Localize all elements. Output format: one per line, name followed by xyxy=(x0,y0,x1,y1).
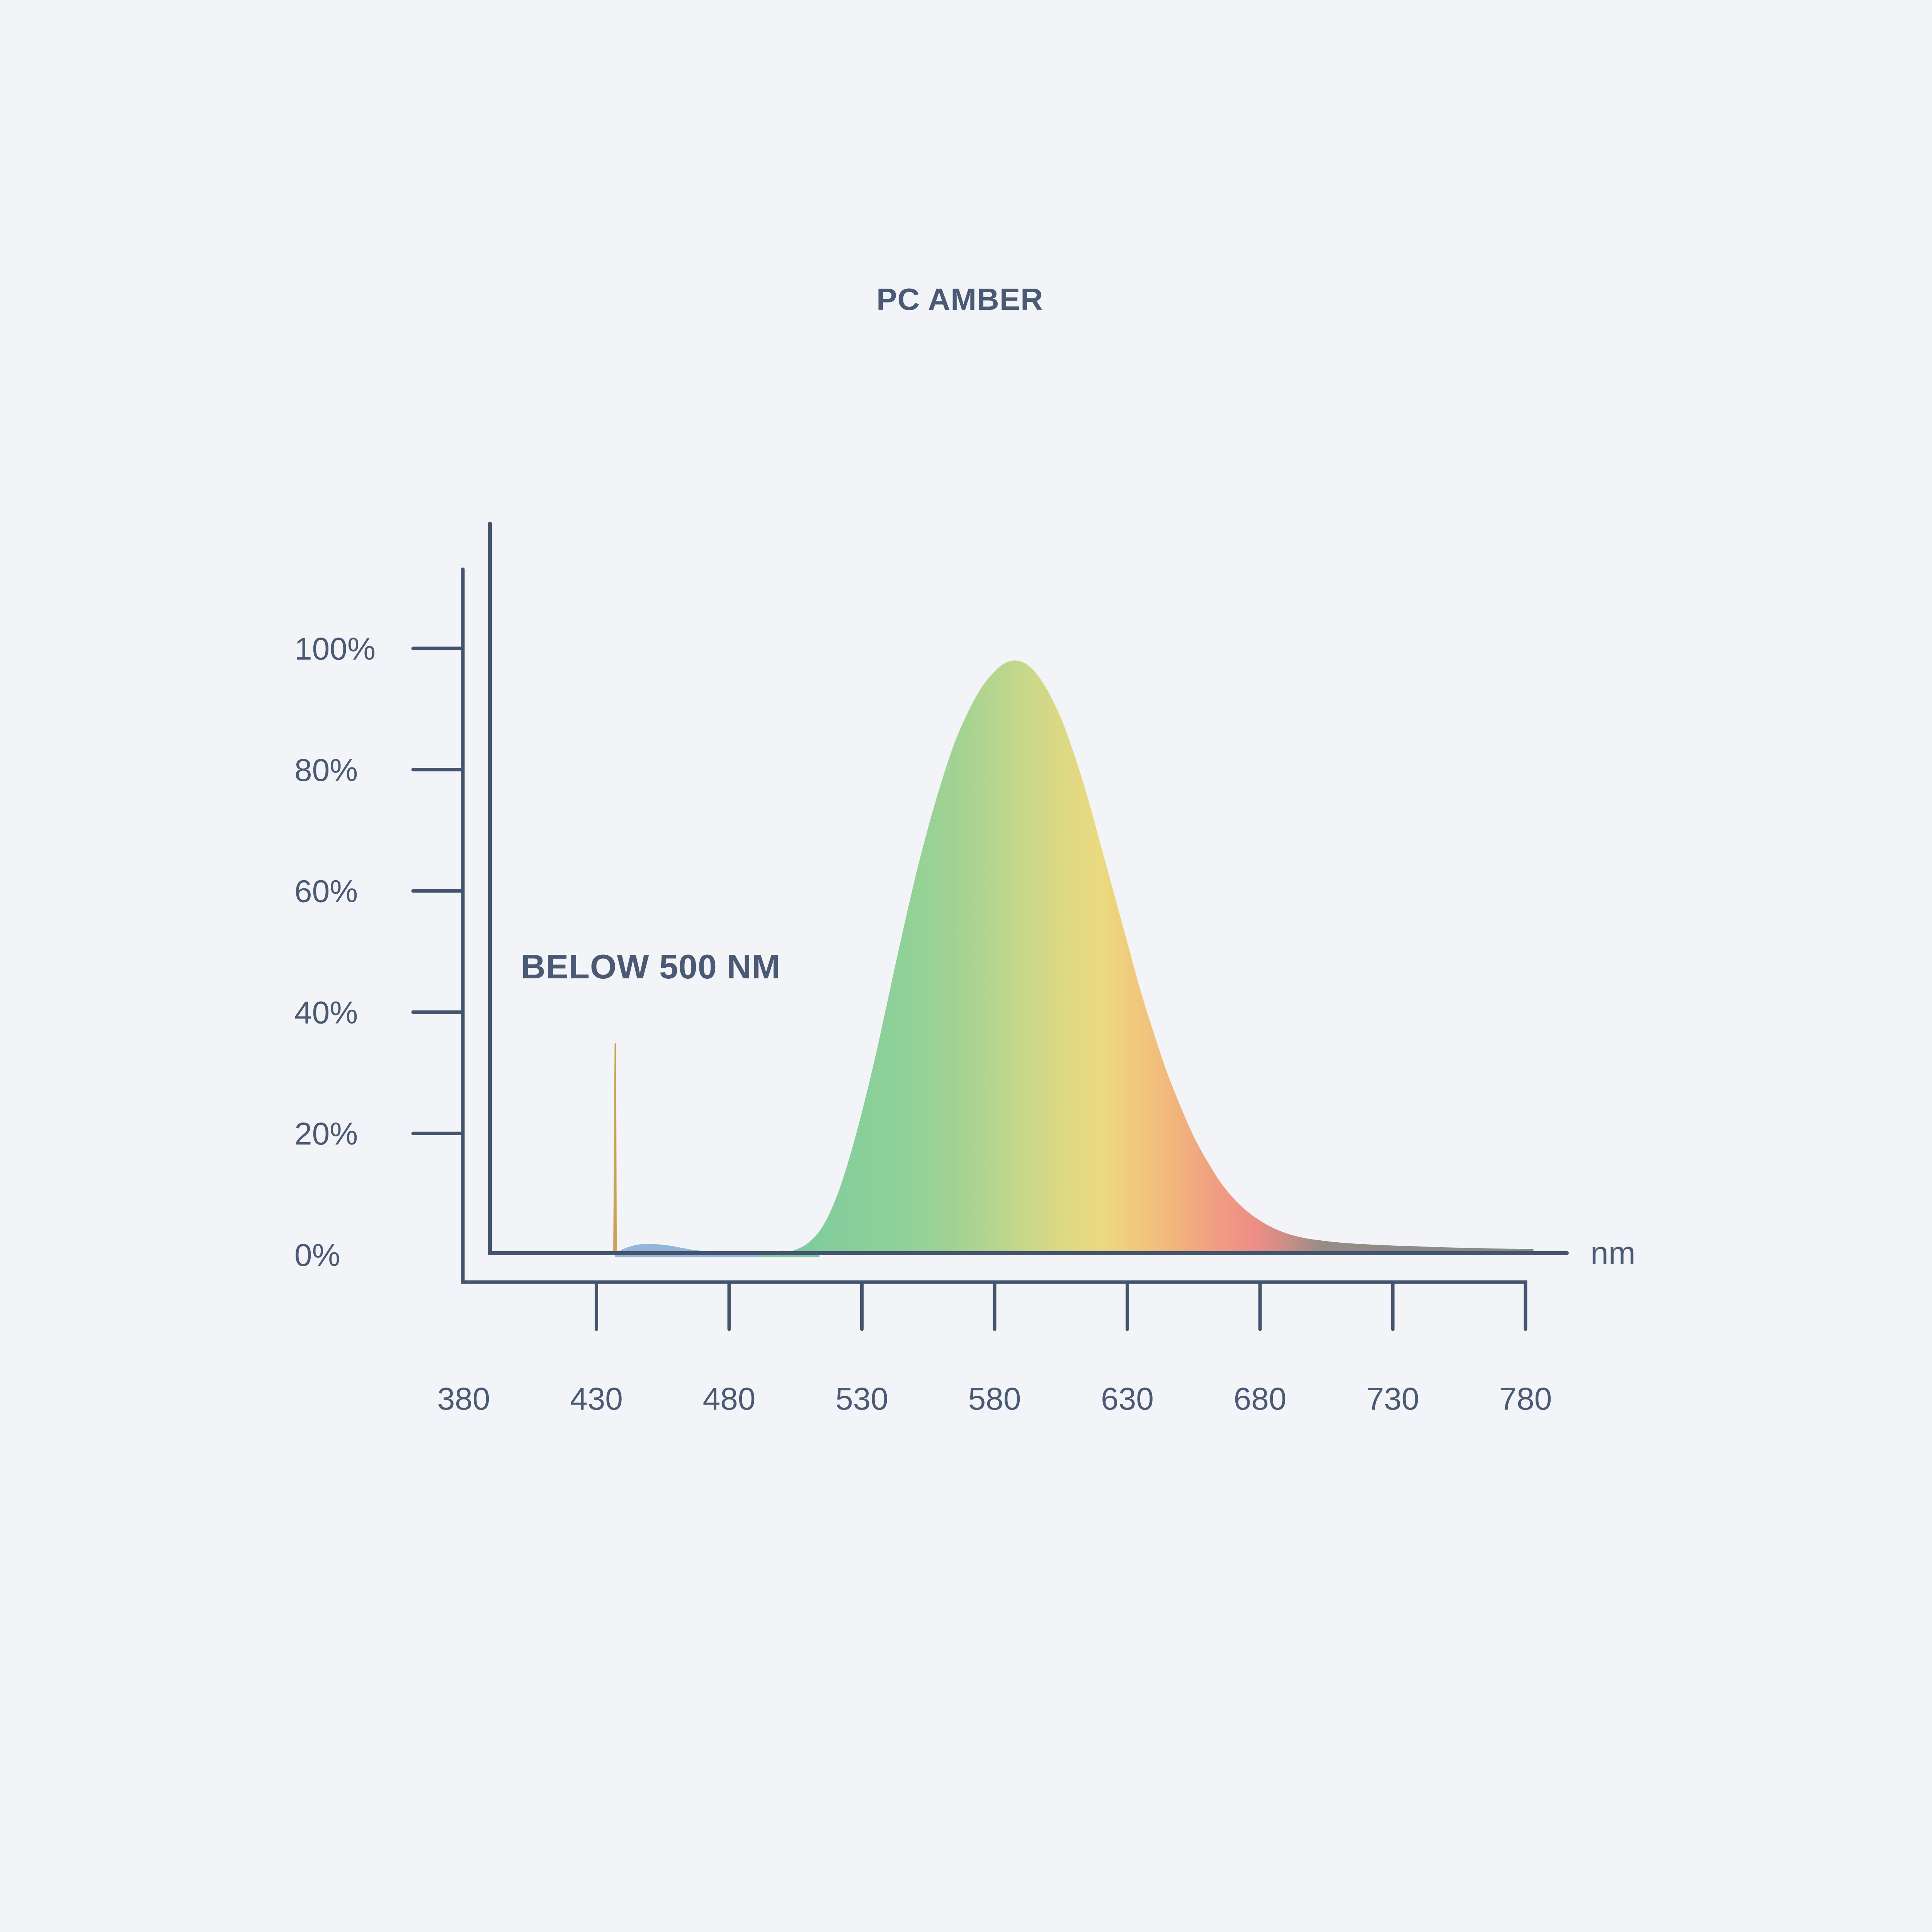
x-axis-label-780: 780 xyxy=(1499,1381,1552,1417)
x-axis-label-530: 530 xyxy=(835,1381,888,1417)
y-axis-label-80: 80% xyxy=(294,753,358,788)
x-axis-label-730: 730 xyxy=(1366,1381,1419,1417)
x-axis-label-580: 580 xyxy=(968,1381,1021,1417)
chart-title: PC AMBER xyxy=(876,282,1043,316)
x-axis-label-680: 680 xyxy=(1234,1381,1287,1417)
y-axis-label-0: 0% xyxy=(294,1238,340,1273)
y-axis-label-60: 60% xyxy=(294,874,358,909)
blue-leak-bump-area xyxy=(615,1244,759,1257)
y-axis-label-20: 20% xyxy=(294,1116,358,1151)
y-axis-label-40: 40% xyxy=(294,995,358,1030)
axes-layer xyxy=(411,522,1569,1331)
main-axis xyxy=(488,522,1569,1255)
x-axis-label-630: 630 xyxy=(1101,1381,1154,1417)
below-500nm-annotation: BELOW 500 NM xyxy=(521,947,781,986)
phosphor-emission-area xyxy=(769,660,1534,1255)
blue-pump-spike xyxy=(613,1043,617,1253)
x-axis-unit-label: nm xyxy=(1590,1235,1636,1271)
x-axis-label-430: 430 xyxy=(570,1381,623,1417)
labels-layer: PC AMBER BELOW 500 NM nm 0% 20% 40% 60% 80% 1… xyxy=(294,282,1636,1417)
x-axis-label-480: 480 xyxy=(703,1381,756,1417)
x-axis-label-380: 380 xyxy=(437,1381,490,1417)
y-axis-label-100: 100% xyxy=(294,631,376,667)
